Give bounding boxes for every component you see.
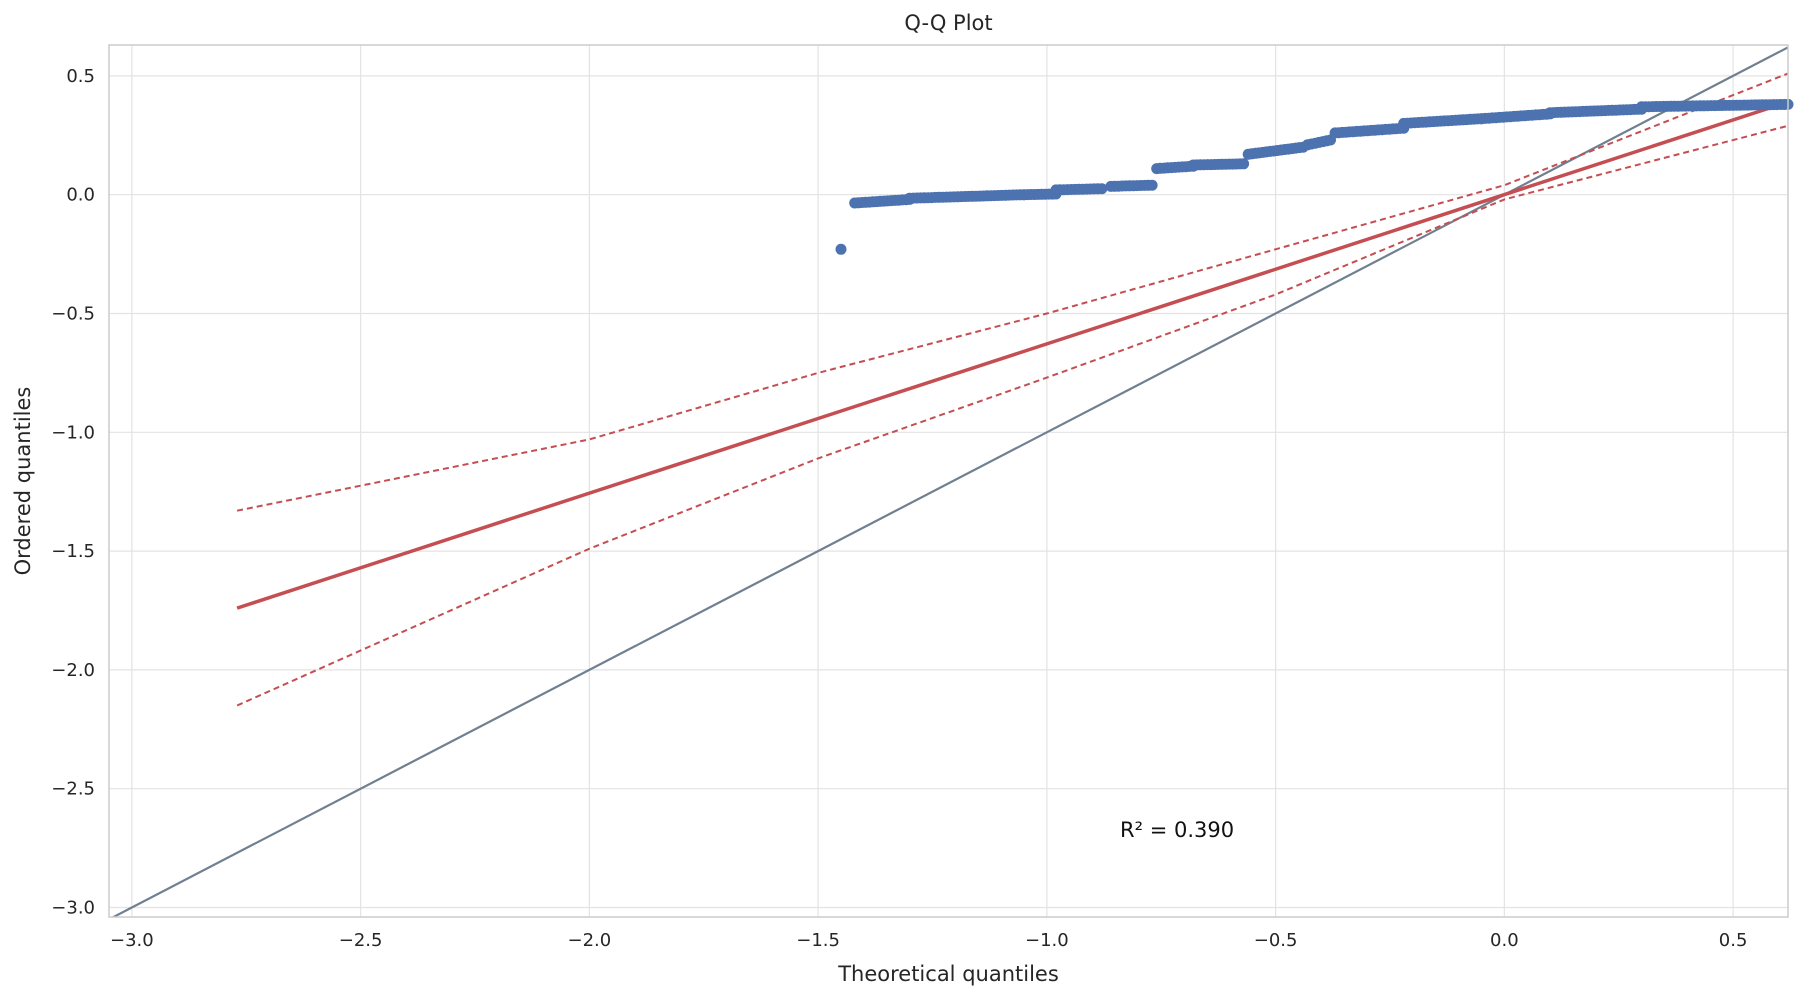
grid-lines: [109, 45, 1788, 917]
x-tick-label: 0.5: [1719, 930, 1748, 951]
y-tick-label: −2.5: [51, 779, 95, 800]
x-tick-label: −0.5: [1254, 930, 1298, 951]
y-tick-label: −3.0: [51, 897, 95, 918]
y-tick-label: −2.0: [51, 660, 95, 681]
y-tick-labels: −3.0 −2.5 −2.0 −1.5 −1.0 −0.5 0.0 0.5: [51, 66, 95, 919]
x-tick-label: −2.0: [568, 930, 612, 951]
x-tick-labels: −3.0 −2.5 −2.0 −1.5 −1.0 −0.5 0.0 0.5: [110, 930, 1747, 951]
confidence-band-layer: [236, 72, 1788, 707]
confidence-band-lower: [236, 124, 1788, 707]
y-tick-label: −0.5: [51, 303, 95, 324]
chart-title: Q-Q Plot: [904, 11, 992, 35]
sample-point: [835, 243, 847, 255]
fit-line-layer: [236, 100, 1789, 610]
y-tick-label: −1.0: [51, 422, 95, 443]
sample-point: [1146, 179, 1158, 191]
x-tick-label: −1.5: [796, 930, 840, 951]
sample-points: [835, 98, 1794, 255]
sample-point: [1238, 158, 1250, 170]
x-tick-label: −1.0: [1025, 930, 1069, 951]
x-tick-label: −3.0: [110, 930, 154, 951]
x-tick-label: 0.0: [1490, 930, 1519, 951]
sample-point: [1096, 183, 1108, 195]
y-tick-label: −1.5: [51, 541, 95, 562]
y-axis-label: Ordered quantiles: [11, 387, 35, 576]
r-squared-annotation: R² = 0.390: [1120, 818, 1234, 842]
y-tick-label: 0.5: [66, 66, 95, 87]
y-tick-label: 0.0: [66, 185, 95, 206]
fit-line: [236, 100, 1789, 610]
plot-frame: [108, 44, 1789, 918]
confidence-band-upper: [236, 72, 1788, 512]
x-tick-label: −2.5: [339, 930, 383, 951]
x-axis-label: Theoretical quantiles: [837, 962, 1059, 986]
